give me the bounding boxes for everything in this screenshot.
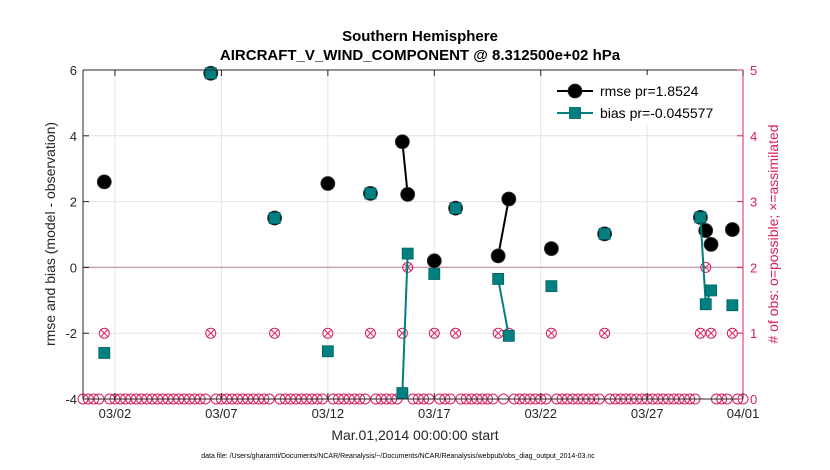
data-file-footnote: data file: /Users/gharamti/Documents/NCA…: [201, 453, 595, 460]
x-tick-label: 03/22: [524, 406, 557, 421]
legend-bias-marker: [569, 107, 581, 119]
y-tick-label-right: 2: [750, 260, 757, 275]
y-axis-label-left: rmse and bias (model - observation): [42, 122, 58, 346]
bias-point: [98, 347, 111, 359]
legend-bias-label: bias pr=-0.045577: [600, 105, 713, 121]
rmse-point: [400, 186, 416, 202]
bias-point: [598, 227, 611, 240]
obs-possible-marker: [322, 327, 334, 339]
bias-point: [321, 345, 334, 358]
obs-possible-marker: [428, 327, 440, 339]
bias-line-segment: [699, 217, 707, 305]
bias-point: [492, 273, 505, 285]
x-tick-label: 03/02: [99, 406, 132, 421]
x-tick-label: 03/07: [205, 406, 238, 421]
obs-assimilated-marker: [430, 329, 439, 338]
rmse-point: [490, 248, 506, 264]
obs-assimilated-marker: [206, 329, 215, 338]
obs-assimilated-marker: [547, 329, 556, 338]
bias-point: [705, 284, 717, 297]
chart-subtitle: AIRCRAFT_V_WIND_COMPONENT @ 8.312500e+02…: [220, 47, 621, 64]
rmse-point: [543, 241, 559, 257]
obs-possible-marker: [364, 327, 376, 339]
chart-title: Southern Hemisphere: [342, 28, 498, 45]
bias-point: [726, 299, 739, 312]
y-tick-label-left: 2: [70, 195, 77, 210]
x-tick-label: 03/17: [418, 406, 451, 421]
axes: -4 -2 0 2 4 6 0 1 2 3 4 5 03/02 03/07 03/12 03/17 03/22 0…: [65, 63, 759, 421]
y-tick-label-left: 0: [70, 260, 77, 275]
y-tick-label-right: 4: [750, 129, 757, 144]
bias-point: [449, 202, 462, 215]
obs-possible-marker: [205, 327, 217, 339]
legend-rmse-marker: [567, 83, 583, 99]
y-tick-label-right: 5: [750, 63, 757, 78]
legend-rmse-label: rmse pr=1.8524: [600, 83, 699, 99]
obs-possible-marker: [269, 327, 281, 339]
bias-point: [502, 329, 515, 342]
rmse-line-segment: [497, 198, 510, 257]
obs-assimilated-marker: [100, 329, 109, 338]
obs-possible-marker: [98, 327, 110, 339]
obs-assimilated-marker: [728, 329, 737, 338]
obs-assimilated-marker: [451, 329, 460, 338]
obs-possible-marker: [700, 261, 712, 273]
rmse-point: [320, 176, 336, 191]
obs-assimilated-marker: [600, 329, 609, 338]
obs-assimilated-marker: [696, 329, 705, 338]
bias-point: [204, 67, 217, 80]
y-tick-label-right: 3: [750, 195, 757, 210]
y-tick-label-left: -4: [65, 392, 77, 407]
bias-point: [364, 187, 377, 200]
bias-point: [694, 211, 707, 224]
y-tick-label-right: 1: [750, 326, 757, 341]
obs-assimilated-marker: [494, 329, 503, 338]
bias-point: [428, 268, 441, 280]
obs-possible-marker: [545, 327, 557, 339]
bias-point: [699, 298, 712, 311]
x-axis-label: Mar.01,2014 00:00:00 start: [331, 427, 498, 443]
legend: rmse pr=1.8524 bias pr=-0.045577: [548, 75, 736, 125]
y-axis-label-right: # of obs: o=possible; ×=assimilated: [765, 124, 781, 343]
obs-possible-marker: [599, 327, 611, 339]
obs-possible-marker: [705, 327, 717, 339]
obs-assimilated-marker: [323, 329, 332, 338]
y-tick-label-left: 4: [70, 129, 77, 144]
obs-assimilated-marker: [366, 329, 375, 338]
y-tick-label-left: 6: [70, 63, 77, 78]
x-tick-label: 03/12: [312, 406, 345, 421]
rmse-point: [501, 191, 517, 207]
obs-assimilated-marker: [270, 329, 279, 338]
bias-point: [268, 212, 281, 224]
series-layer: [96, 65, 740, 399]
obs-assimilated-marker: [707, 329, 716, 338]
obs-possible-marker: [694, 327, 706, 339]
bias-line-segment: [401, 253, 409, 394]
rmse-point: [394, 134, 410, 150]
x-tick-label: 03/27: [631, 406, 664, 421]
rmse-line-segment: [401, 141, 409, 195]
bias-point: [401, 247, 414, 260]
obs-possible-marker: [396, 327, 408, 339]
rmse-point: [96, 174, 112, 190]
x-tick-label: 04/01: [727, 406, 760, 421]
rmse-point: [426, 253, 442, 269]
bias-line-segment: [497, 278, 510, 337]
y-tick-label-right: 0: [750, 392, 757, 407]
bias-point: [396, 387, 409, 399]
bias-point: [545, 280, 558, 293]
y-tick-label-left: -2: [65, 326, 77, 341]
rmse-point: [724, 222, 740, 237]
rmse-point: [703, 236, 719, 252]
obs-possible-marker: [450, 327, 462, 339]
